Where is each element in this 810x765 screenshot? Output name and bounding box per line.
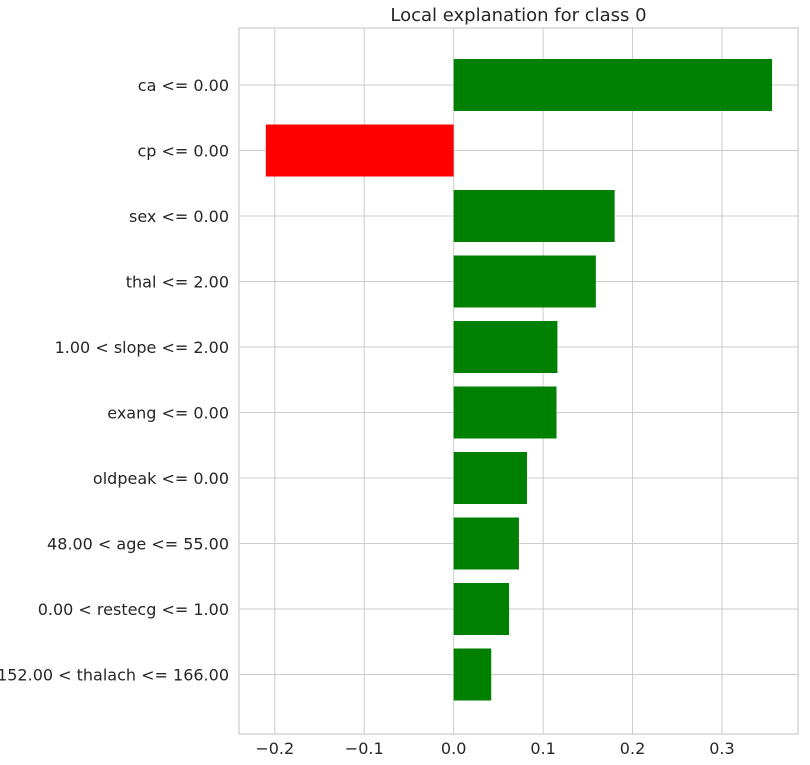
bar [453, 648, 492, 701]
y-tick-label: cp <= 0.00 [137, 142, 229, 161]
y-tick-label: sex <= 0.00 [129, 207, 229, 226]
bar [453, 59, 773, 111]
bar [453, 190, 615, 242]
x-tick-label: 0.1 [530, 739, 555, 758]
y-tick-label: 152.00 < thalach <= 166.00 [0, 666, 229, 685]
y-tick-labels: ca <= 0.00 cp <= 0.00 sex <= 0.00 thal <= 2… [0, 76, 229, 685]
x-tick-labels: −0.2 −0.1 0.0 0.1 0.2 0.3 [255, 739, 734, 758]
x-tick-label: 0.2 [620, 739, 645, 758]
y-tick-label: 48.00 < age <= 55.00 [47, 535, 229, 554]
y-tick-label: 1.00 < slope <= 2.00 [55, 338, 229, 357]
x-tick-label: 0.0 [441, 739, 466, 758]
chart-title: Local explanation for class 0 [390, 5, 646, 26]
bar [453, 321, 558, 373]
y-tick-label: 0.00 < restecg <= 1.00 [38, 600, 229, 619]
y-tick-label: exang <= 0.00 [107, 404, 229, 423]
y-tick-label: oldpeak <= 0.00 [93, 469, 229, 488]
y-tick-label: ca <= 0.00 [138, 76, 229, 95]
bar [453, 583, 510, 635]
bar [453, 517, 519, 570]
bar [453, 386, 557, 439]
bar [453, 255, 596, 308]
x-tick-label: −0.2 [255, 739, 294, 758]
bar [265, 124, 454, 177]
bar [453, 452, 527, 504]
x-tick-label: −0.1 [345, 739, 384, 758]
x-tick-label: 0.3 [709, 739, 734, 758]
plot-frame [238, 27, 799, 735]
y-tick-label: thal <= 2.00 [126, 273, 229, 292]
bar-layer [265, 59, 773, 701]
